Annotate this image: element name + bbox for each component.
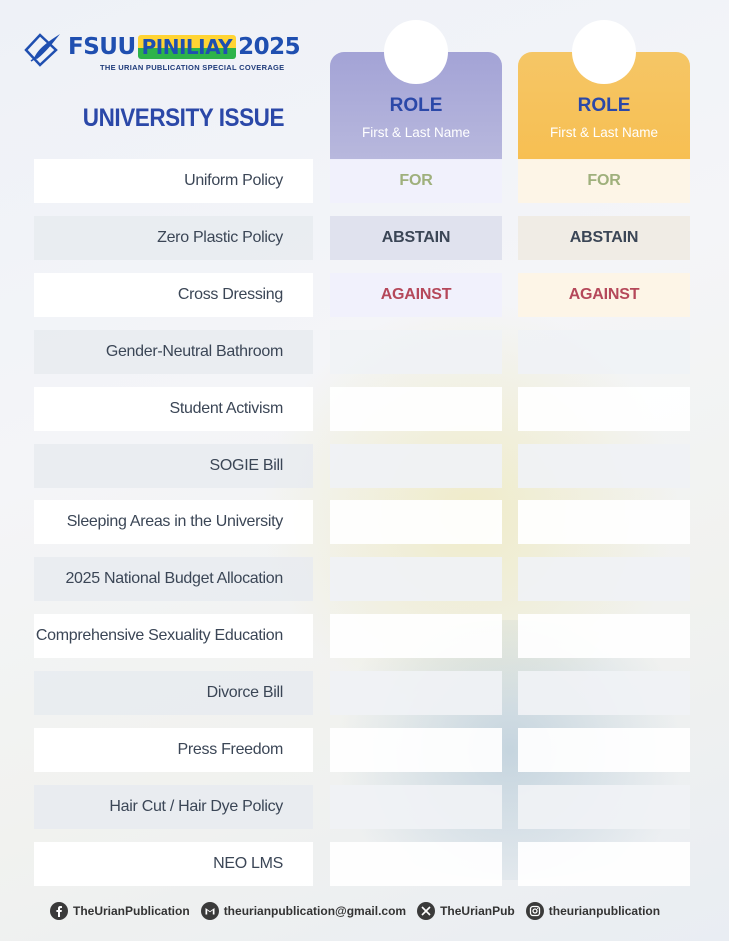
table-row: Student Activism xyxy=(0,387,729,431)
facebook-handle: TheUrianPublication xyxy=(73,904,190,918)
facebook-icon xyxy=(50,902,68,920)
issue-label: Hair Cut / Hair Dye Policy xyxy=(34,785,313,829)
issue-label: Comprehensive Sexuality Education xyxy=(34,614,313,658)
table-row: Divorce Bill xyxy=(0,671,729,715)
table-row: Gender-Neutral Bathroom xyxy=(0,330,729,374)
issue-label: Zero Plastic Policy xyxy=(34,216,313,260)
vote-cell: AGAINST xyxy=(330,273,502,317)
social-facebook[interactable]: TheUrianPublication xyxy=(50,902,190,920)
vote-cell xyxy=(330,557,502,601)
candidate-role: ROLE xyxy=(577,95,631,116)
vote-cell xyxy=(518,330,690,374)
vote-cell xyxy=(518,785,690,829)
vote-cell xyxy=(518,842,690,886)
vote-cell xyxy=(518,728,690,772)
table-row: SOGIE Bill xyxy=(0,444,729,488)
vote-cell xyxy=(330,387,502,431)
social-footer: TheUrianPublication theurianpublication@… xyxy=(50,901,671,921)
vote-cell xyxy=(518,614,690,658)
table-row: Press Freedom xyxy=(0,728,729,772)
social-x[interactable]: TheUrianPub xyxy=(417,902,515,920)
vote-cell xyxy=(330,842,502,886)
issue-label: Sleeping Areas in the University xyxy=(34,500,313,544)
candidate-name: First & Last Name xyxy=(361,125,471,140)
candidate-column-header-1: ROLE First & Last Name xyxy=(330,20,502,160)
issue-label: Uniform Policy xyxy=(34,159,313,203)
issue-label: Student Activism xyxy=(34,387,313,431)
candidate-role: ROLE xyxy=(389,95,443,116)
quill-logo-icon xyxy=(24,33,60,67)
issue-label: Gender-Neutral Bathroom xyxy=(34,330,313,374)
vote-cell xyxy=(330,785,502,829)
vote-cell xyxy=(518,671,690,715)
candidate-photo-placeholder xyxy=(572,20,636,84)
email-address: theurianpublication@gmail.com xyxy=(223,904,407,918)
candidate-column-header-2: ROLE First & Last Name xyxy=(518,20,690,160)
issue-label: Cross Dressing xyxy=(34,273,313,317)
table-row: Hair Cut / Hair Dye Policy xyxy=(0,785,729,829)
candidate-photo-placeholder xyxy=(384,20,448,84)
vote-cell xyxy=(518,387,690,431)
social-instagram[interactable]: theurianpublication xyxy=(525,902,661,920)
gmail-icon xyxy=(200,902,219,920)
issue-column-title: UNIVERSITY ISSUE xyxy=(82,104,285,132)
table-row: 2025 National Budget Allocation xyxy=(0,557,729,601)
candidate-name: First & Last Name xyxy=(549,125,659,140)
table-row: Uniform Policy FOR FOR xyxy=(0,159,729,203)
vote-cell xyxy=(518,500,690,544)
instagram-handle: theurianpublication xyxy=(548,904,661,918)
instagram-icon xyxy=(525,902,544,920)
publication-logo: FSUU PINILIAY 2025 THE URIAN PUBLICATION… xyxy=(22,30,322,75)
table-row: NEO LMS xyxy=(0,842,729,886)
brand-highlight: PINILIAY xyxy=(137,35,237,59)
vote-cell xyxy=(518,557,690,601)
vote-cell xyxy=(330,614,502,658)
x-handle: TheUrianPub xyxy=(440,904,515,918)
table-row: Zero Plastic Policy ABSTAIN ABSTAIN xyxy=(0,216,729,260)
issue-label: SOGIE Bill xyxy=(34,444,313,488)
vote-cell: ABSTAIN xyxy=(518,216,690,260)
vote-cell xyxy=(330,330,502,374)
table-row: Comprehensive Sexuality Education xyxy=(0,614,729,658)
table-row: Cross Dressing AGAINST AGAINST xyxy=(0,273,729,317)
brand-name: FSUU xyxy=(68,34,136,60)
vote-cell xyxy=(330,500,502,544)
vote-cell: ABSTAIN xyxy=(330,216,502,260)
vote-cell xyxy=(330,444,502,488)
vote-cell xyxy=(518,444,690,488)
table-row: Sleeping Areas in the University xyxy=(0,500,729,544)
issue-label: Press Freedom xyxy=(34,728,313,772)
x-icon xyxy=(417,902,436,920)
brand-title: FSUU PINILIAY 2025 xyxy=(68,34,301,60)
issue-label: NEO LMS xyxy=(34,842,313,886)
brand-year: 2025 xyxy=(238,34,301,60)
vote-cell: FOR xyxy=(518,159,690,203)
vote-cell: AGAINST xyxy=(518,273,690,317)
vote-cell xyxy=(330,728,502,772)
social-email[interactable]: theurianpublication@gmail.com xyxy=(200,902,407,920)
vote-cell: FOR xyxy=(330,159,502,203)
issue-label: 2025 National Budget Allocation xyxy=(34,557,313,601)
vote-cell xyxy=(330,671,502,715)
brand-subtitle: THE URIAN PUBLICATION SPECIAL COVERAGE xyxy=(100,63,285,72)
issue-label: Divorce Bill xyxy=(34,671,313,715)
